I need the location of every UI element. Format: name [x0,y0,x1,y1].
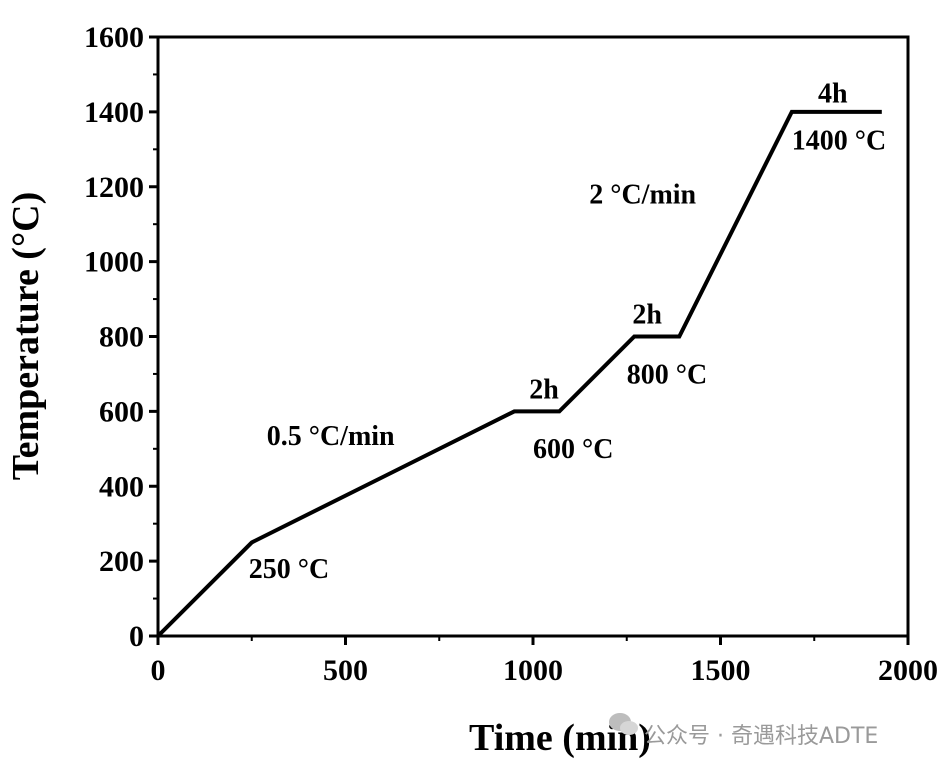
y-tick-label: 1400 [84,96,144,129]
plot-frame [156,35,910,638]
annotation-label: 2h [632,299,662,330]
watermark-text: 公众号 · 奇遇科技ADTE [644,724,878,749]
x-tick-label: 1500 [691,654,751,687]
annotation-label: 0.5 °C/min [267,421,395,452]
y-tick-label: 600 [99,395,144,428]
y-tick-label: 1600 [84,21,144,54]
x-tick-label: 2000 [878,654,938,687]
x-tick-label: 500 [323,654,368,687]
y-axis-title: Temperature (°C) [5,192,47,481]
x-axis-ticks: 0 500 1000 1500 2000 [151,636,938,687]
y-axis-ticks: 0 200 400 600 800 1000 1200 1400 1600 [84,21,158,653]
x-tick-label: 0 [151,654,166,687]
x-tick-label: 1000 [503,654,563,687]
y-tick-label: 200 [99,545,144,578]
wechat-icon [609,713,638,735]
y-tick-label: 400 [99,470,144,503]
series-line [156,109,882,638]
annotation-label: 800 °C [627,359,707,390]
annotation-label: 4h [818,79,848,110]
annotation-label: 2 °C/min [589,180,696,211]
annotation-label: 600 °C [533,434,613,465]
y-tick-label: 1000 [84,246,144,279]
y-tick-label: 1200 [84,171,144,204]
y-tick-label: 800 [99,321,144,354]
annotation-label: 250 °C [249,554,329,585]
watermark: 公众号 · 奇遇科技ADTE [609,713,878,749]
annotation-label: 2h [529,374,559,405]
annotations: 250 °C 0.5 °C/min 2h 600 °C 2h 800 °C 2 °C/min… [249,79,886,585]
y-tick-label: 0 [129,620,144,653]
annotation-label: 1400 °C [792,125,886,156]
